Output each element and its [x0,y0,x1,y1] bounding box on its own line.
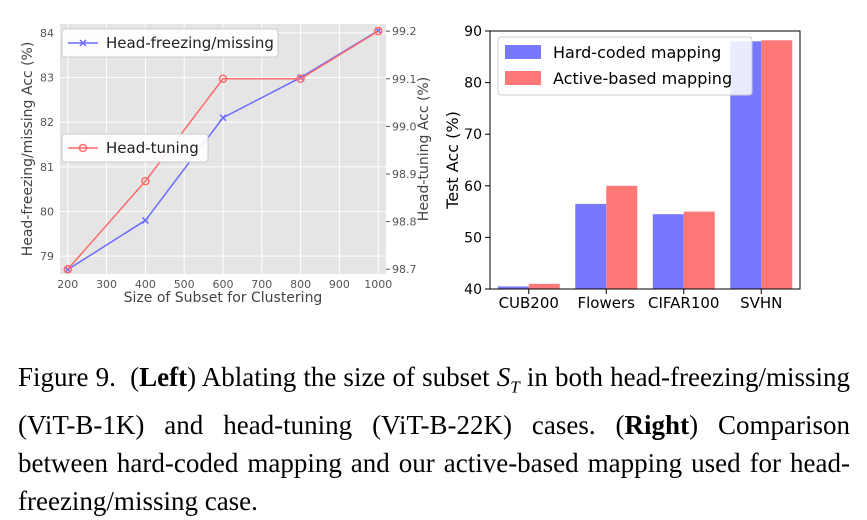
bar-hard-coded [497,286,529,289]
x-tick-label: 600 [213,278,234,291]
bar-active-based [528,283,560,289]
legend-label: Head-freezing/missing [106,34,274,52]
right-y-tick-label: 99.1 [392,73,417,86]
data-point-circle-marker [373,26,383,36]
x-marker-icon [79,39,87,47]
data-point-circle-marker [63,264,73,274]
x-tick-label: 900 [329,278,350,291]
y-tick-label: 80 [464,76,482,92]
data-point-x-marker [219,114,227,122]
circle-marker-icon [78,143,88,153]
bar-chart-frame [489,30,801,290]
bar-active-based [761,40,793,290]
bar-hard-coded [575,203,607,289]
line-chart-left-y-axis-label: Head-freezing/missing Acc (%) [20,42,36,257]
data-point-x-marker [141,216,149,224]
caption-subset-symbol: S [496,362,511,392]
caption-left-label: Left [139,362,188,392]
legend-swatch-active-based [505,71,541,85]
data-point-circle-marker [218,74,228,84]
data-point-circle-marker [141,176,150,186]
x-tick-label: 700 [251,278,272,291]
figure-caption: Figure 9. (Left) Ablating the size of su… [18,362,851,517]
legend-box [61,28,279,58]
bar-hard-coded [652,214,684,289]
caption-figure-label: Figure 9. [18,362,116,392]
line-chart-right-y-axis-label: Head-tuning Acc (%) [416,77,432,221]
line-chart-right-y-ticks: 98.7 98.8 98.9 99.0 99.1 99.2 [386,25,417,276]
right-y-tick-label: 98.8 [392,216,417,229]
legend-label: Active-based mapping [553,69,732,88]
left-y-tick-label: 81 [40,161,54,174]
x-tick-label: SVHN [740,294,782,312]
legend-swatch-hard-coded [505,45,541,59]
x-tick-label: 800 [290,278,311,291]
caption-right-label: Right [624,410,690,441]
legend-label: Hard-coded mapping [553,43,721,62]
data-point-circle-marker [296,74,305,84]
legend-box [497,36,753,96]
right-y-tick-label: 98.7 [392,263,417,276]
legend-head-freezing: Head-freezing/missing [61,28,279,58]
caption-left-text: Ablating the size of subset [196,362,497,392]
y-tick-label: 90 [464,24,482,40]
y-tick-label: 70 [464,127,482,143]
y-tick-label: 40 [464,282,482,298]
x-tick-label: 200 [57,278,78,291]
legend-head-tuning: Head-tuning [61,133,209,163]
line-chart-x-ticks: 200 300 400 500 600 700 800 900 1000 [57,278,392,291]
line-chart-series [63,26,383,274]
y-tick-label: 60 [464,179,482,195]
series-line-1 [67,30,379,270]
line-chart: 200 300 400 500 600 700 800 900 1000 79 80 81 82 83 8… [20,24,432,306]
bar-chart: 40 50 60 70 80 90 CUB200 Flowers CIFAR100 SVHN T… [443,24,801,312]
caption-left-text-cont: in both head-freezing/missing (ViT-B-1K)… [18,362,851,441]
y-tick-label: 50 [464,230,482,246]
x-tick-label: 500 [174,278,195,291]
legend-box [61,133,209,163]
left-y-tick-label: 80 [40,206,54,219]
x-tick-label: 400 [135,278,156,291]
left-y-tick-label: 82 [40,116,54,129]
x-tick-label: 300 [96,278,117,291]
figure: 200 300 400 500 600 700 800 900 1000 79 80 81 82 83 8… [20,24,801,312]
x-tick-label: CUB200 [499,294,559,312]
left-y-tick-label: 83 [40,72,54,85]
caption-right-text: Comparison between hard-coded mapping an… [18,410,850,517]
x-tick-label: 1000 [364,278,392,291]
right-y-tick-label: 98.9 [392,168,417,181]
bar-active-based [683,211,715,289]
line-chart-x-axis-label: Size of Subset for Clustering [124,290,323,306]
legend-label: Head-tuning [106,139,199,157]
right-y-tick-label: 99.0 [392,120,417,133]
bar-chart-y-ticks: 40 50 60 70 80 90 [464,24,490,298]
left-y-tick-label: 79 [40,250,54,263]
x-tick-label: Flowers [578,294,636,312]
bar-active-based [606,185,638,289]
bar-chart-legend: Hard-coded mapping Active-based mapping [497,36,753,96]
bar-chart-y-axis-label: Test Acc (%) [443,111,462,210]
x-tick-label: CIFAR100 [648,294,719,312]
line-chart-left-y-ticks: 79 80 81 82 83 84 [40,27,54,263]
right-y-tick-label: 99.2 [392,25,417,38]
caption-subset-subscript: T [510,377,520,397]
bar-chart-x-ticks: CUB200 Flowers CIFAR100 SVHN [499,289,782,312]
left-y-tick-label: 84 [40,27,54,40]
